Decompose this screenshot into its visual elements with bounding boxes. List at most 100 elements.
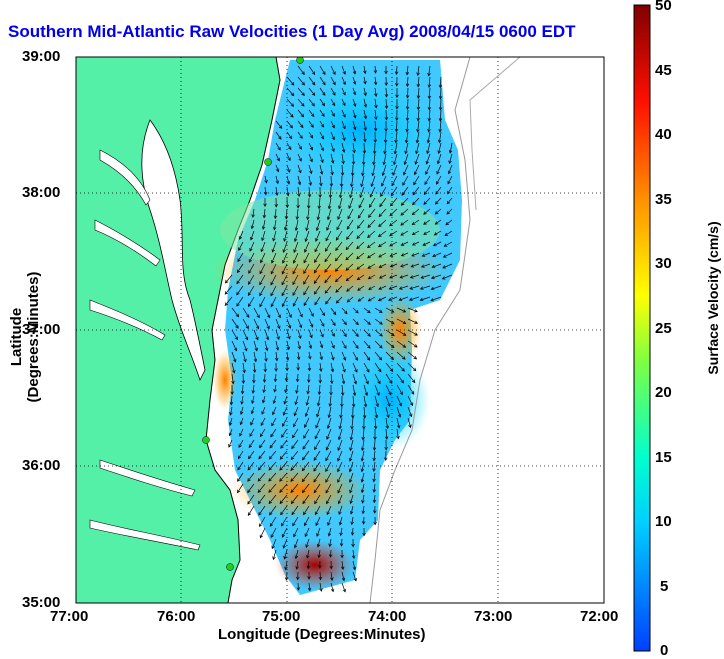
velocity-arrow [316,527,321,537]
velocity-arrow [319,98,325,106]
velocity-arrow-head [423,221,427,225]
velocity-arrow [359,186,365,198]
velocity-arrow-head [295,390,299,394]
velocity-arrow-head [224,302,229,306]
velocity-arrow-head [342,357,347,361]
velocity-arrow-head [259,303,263,308]
velocity-arrow [363,373,369,384]
velocity-arrow-head [348,479,353,483]
velocity-arrow-head [259,292,263,297]
velocity-arrow-head [357,215,362,219]
velocity-arrow-head [337,436,342,441]
velocity-arrow-head [281,434,285,438]
velocity-arrow-head [281,270,285,275]
velocity-arrow [250,230,255,240]
velocity-arrow [325,296,332,305]
velocity-arrow-head [321,102,326,107]
velocity-arrow-head [366,357,371,361]
velocity-arrow [248,263,255,274]
y-tick-label: 36:00 [22,457,61,474]
velocity-arrow-head [341,577,346,582]
velocity-arrow [275,351,278,361]
velocity-arrow-head [413,171,418,176]
velocity-arrow-head [405,106,410,110]
velocity-arrow-head [259,281,263,286]
velocity-arrow-head [337,468,341,473]
velocity-arrow [271,417,277,426]
velocity-arrow-head [247,478,251,482]
velocity-arrow-head [365,380,369,385]
velocity-arrow-head [400,242,405,246]
velocity-arrow-head [378,223,382,228]
velocity-arrow-head [326,425,331,430]
velocity-arrow-head [338,425,342,430]
velocity-arrow-head [360,479,365,483]
velocity-arrow-head [322,81,326,86]
velocity-arrow-head [326,216,331,221]
velocity-arrow [286,307,292,318]
velocity-arrow [396,120,398,132]
velocity-arrow [409,285,420,290]
velocity-arrow-head [279,489,283,493]
velocity-arrow [385,351,394,360]
velocity-arrow [319,307,325,316]
velocity-arrow-head [438,84,443,89]
velocity-arrow [292,263,299,274]
velocity-arrow-head [437,139,442,144]
velocity-arrow [405,142,409,154]
velocity-arrow [393,153,398,165]
velocity-arrow [297,340,301,350]
velocity-arrow-head [232,369,236,374]
velocity-arrow [385,87,387,97]
velocity-arrow-head [269,444,273,449]
velocity-arrow [264,329,269,340]
velocity-arrow [395,131,398,143]
velocity-arrow [236,274,244,284]
velocity-arrow [368,274,376,280]
velocity-arrow-head [356,245,360,250]
velocity-arrow [341,65,346,75]
velocity-arrow [379,197,387,207]
velocity-arrow-head [402,356,406,360]
velocity-arrow-head [400,253,405,257]
velocity-arrow [305,538,310,548]
velocity-arrow-head [448,150,453,154]
velocity-arrow [368,208,376,218]
velocity-arrow-head [303,522,308,527]
velocity-arrow [442,274,453,280]
velocity-arrow-head [296,576,300,581]
velocity-arrow [442,263,453,269]
velocity-arrow-head [228,444,232,448]
velocity-arrow [363,98,367,108]
velocity-arrow [268,494,277,504]
velocity-arrow [286,131,292,139]
velocity-arrow-head [372,489,376,493]
velocity-arrow [378,208,387,217]
velocity-arrow [270,296,277,307]
velocity-arrow [349,186,354,198]
velocity-arrow [374,351,382,361]
velocity-arrow-head [337,489,341,494]
velocity-arrow-head [318,194,322,199]
velocity-arrow-head [328,403,332,407]
velocity-arrow-head [357,225,361,229]
velocity-arrow [263,208,266,218]
velocity-arrow-head [264,358,268,362]
velocity-arrow [352,351,358,361]
velocity-arrow [341,571,345,581]
velocity-arrow-head [378,286,383,290]
velocity-arrow [264,175,267,183]
velocity-arrow-head [363,403,368,408]
velocity-arrow-head [377,297,382,302]
velocity-arrow-head [239,432,243,437]
velocity-arrow-head [267,314,271,319]
x-tick-label: 73:00 [474,608,513,625]
velocity-arrow [308,362,310,371]
velocity-arrow-head [281,534,285,538]
velocity-arrow [426,153,431,165]
velocity-arrow-head [301,81,305,86]
velocity-arrow [413,175,420,185]
velocity-arrow [318,384,321,395]
velocity-arrow [248,296,255,307]
velocity-arrow-head [404,139,409,144]
